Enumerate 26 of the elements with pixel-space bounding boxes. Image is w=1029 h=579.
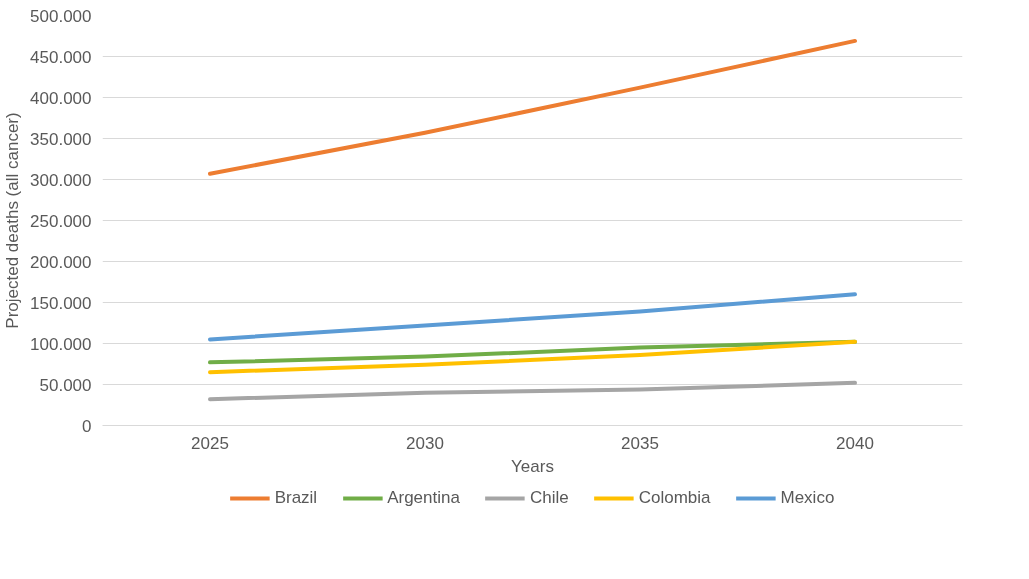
x-tick-label: 2025 <box>191 433 229 453</box>
legend-label: Colombia <box>638 488 711 508</box>
x-tick-label: 2040 <box>836 433 874 453</box>
y-axis-title: Projected deaths (all cancer) <box>3 112 23 329</box>
y-tick-label: 350.000 <box>30 129 92 149</box>
y-tick-label: 150.000 <box>30 293 92 313</box>
legend-label: Chile <box>529 488 569 508</box>
x-axis-title: Years <box>511 456 554 476</box>
y-tick-label: 300.000 <box>30 170 92 190</box>
y-tick-label: 400.000 <box>30 88 92 108</box>
y-tick-label: 200.000 <box>30 252 92 272</box>
y-tick-label: 100.000 <box>30 334 92 354</box>
line-series <box>208 292 857 342</box>
legend-label: Brazil <box>274 488 318 508</box>
x-tick-label: 2030 <box>406 433 444 453</box>
y-tick-label: 0 <box>82 416 92 436</box>
y-tick-label: 250.000 <box>30 211 92 231</box>
y-tick-label: 50.000 <box>39 375 92 395</box>
line-series <box>208 339 857 375</box>
line-series <box>208 380 857 402</box>
line-series <box>208 38 857 176</box>
legend-label: Argentina <box>387 488 460 508</box>
legend-label: Mexico <box>780 488 835 508</box>
x-tick-label: 2035 <box>621 433 659 453</box>
y-tick-label: 500.000 <box>30 6 92 26</box>
y-tick-label: 450.000 <box>30 47 92 67</box>
